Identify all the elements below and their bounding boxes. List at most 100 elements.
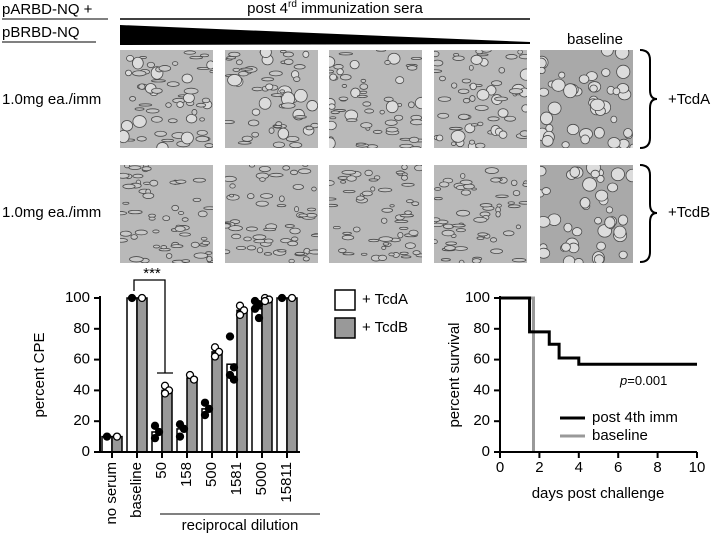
cell bbox=[142, 192, 155, 199]
cell bbox=[251, 108, 261, 116]
cell bbox=[329, 120, 337, 131]
x-axis-label: days post challenge bbox=[532, 485, 665, 502]
cell bbox=[302, 165, 309, 167]
cell bbox=[236, 59, 243, 66]
cell bbox=[593, 127, 605, 139]
cell bbox=[462, 98, 471, 104]
cell bbox=[167, 118, 178, 124]
legend-label: baseline bbox=[592, 427, 648, 444]
micrograph bbox=[434, 50, 527, 148]
cell bbox=[385, 100, 399, 114]
cell bbox=[130, 234, 138, 240]
cell bbox=[294, 251, 306, 256]
cell bbox=[385, 126, 399, 133]
cell bbox=[356, 195, 365, 201]
cell bbox=[393, 114, 404, 121]
cell bbox=[285, 135, 300, 142]
cell bbox=[146, 61, 155, 69]
cell bbox=[341, 169, 357, 175]
cell bbox=[451, 141, 457, 146]
cell bbox=[362, 101, 372, 107]
cell bbox=[190, 241, 200, 248]
dilution-wedge bbox=[120, 25, 530, 45]
sera-label: post 4rd immunization sera bbox=[247, 0, 423, 17]
cell bbox=[209, 70, 213, 74]
cell bbox=[451, 82, 458, 89]
cell bbox=[457, 88, 470, 94]
cell bbox=[399, 143, 414, 148]
cell bbox=[406, 65, 418, 71]
cell bbox=[125, 69, 132, 77]
cell bbox=[151, 87, 163, 94]
cell bbox=[154, 130, 167, 137]
cell bbox=[206, 60, 213, 70]
cell bbox=[196, 102, 207, 108]
cell bbox=[590, 98, 605, 111]
data-point bbox=[225, 332, 235, 341]
cell bbox=[132, 115, 147, 128]
cell bbox=[409, 146, 422, 148]
cell bbox=[260, 193, 274, 199]
cell bbox=[399, 251, 409, 256]
cell bbox=[228, 225, 243, 232]
cell bbox=[259, 50, 272, 58]
cell bbox=[191, 109, 198, 116]
cell bbox=[440, 258, 451, 262]
bracket bbox=[639, 164, 658, 263]
micrograph bbox=[329, 165, 422, 263]
cell bbox=[282, 165, 291, 171]
cell bbox=[185, 113, 198, 124]
cell bbox=[593, 254, 605, 263]
cell bbox=[490, 237, 498, 243]
cell bbox=[519, 130, 527, 137]
cell bbox=[292, 183, 304, 190]
y-tick-label: 100 bbox=[465, 289, 490, 306]
cell bbox=[458, 113, 470, 120]
data-point bbox=[200, 410, 210, 420]
cell bbox=[308, 249, 318, 255]
cell bbox=[381, 207, 394, 213]
micrograph bbox=[329, 50, 422, 148]
cells bbox=[225, 50, 318, 148]
cell bbox=[256, 247, 264, 254]
cell bbox=[383, 96, 394, 102]
cell bbox=[395, 76, 405, 84]
cell bbox=[229, 183, 236, 189]
cell bbox=[399, 226, 409, 230]
data-point bbox=[210, 352, 220, 361]
sera-text: post 4 bbox=[247, 0, 288, 17]
data-point bbox=[150, 433, 160, 443]
cell bbox=[439, 75, 446, 82]
cell bbox=[329, 103, 336, 110]
cell bbox=[120, 230, 132, 237]
sera-text: immunization sera bbox=[297, 0, 424, 17]
cell bbox=[259, 177, 266, 182]
cell bbox=[434, 50, 440, 58]
data-point bbox=[102, 432, 112, 441]
cell bbox=[595, 189, 609, 202]
cell bbox=[329, 197, 337, 201]
x-axis-label: reciprocal dilution bbox=[182, 517, 299, 534]
cell bbox=[510, 179, 518, 187]
cell bbox=[226, 56, 237, 60]
micrograph bbox=[434, 165, 527, 263]
cell bbox=[469, 95, 476, 102]
cell bbox=[449, 126, 463, 131]
cell bbox=[389, 204, 395, 208]
x-tick-label: 158 bbox=[178, 462, 195, 487]
cell bbox=[579, 197, 591, 209]
cell bbox=[134, 229, 148, 236]
cell bbox=[372, 129, 383, 134]
p-value-text: =0.001 bbox=[627, 373, 667, 388]
cell bbox=[251, 86, 263, 92]
cell bbox=[596, 241, 606, 251]
cell bbox=[268, 127, 275, 134]
cell bbox=[437, 96, 452, 102]
cell bbox=[166, 81, 180, 87]
cell bbox=[227, 74, 242, 87]
cell bbox=[615, 50, 630, 60]
y-tick-label: 40 bbox=[73, 381, 90, 398]
cell bbox=[122, 201, 130, 205]
cell bbox=[360, 122, 373, 129]
cell bbox=[120, 172, 130, 179]
